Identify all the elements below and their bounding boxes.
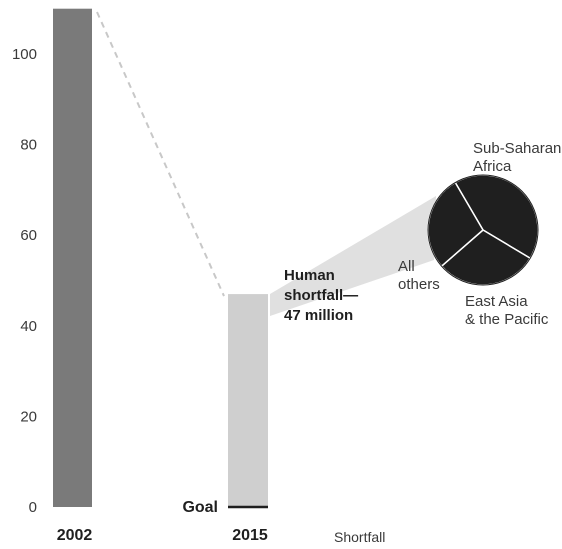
y-tick-label: 20 xyxy=(20,408,37,425)
y-tick-label: 60 xyxy=(20,227,37,244)
pie-label-all-others-2: others xyxy=(398,276,440,293)
shortfall-footer-label: Shortfall xyxy=(334,529,385,545)
y-axis: 0 20 40 60 80 100 xyxy=(12,46,37,516)
x-tick-label-2002: 2002 xyxy=(57,527,93,544)
y-tick-label: 100 xyxy=(12,46,37,63)
pie-label-sub-saharan-2: Africa xyxy=(473,158,512,175)
bar-series xyxy=(53,8,268,507)
shortfall-annotation-line-2: shortfall— xyxy=(284,287,358,304)
goal-label: Goal xyxy=(182,499,218,516)
callout-wedge xyxy=(270,196,436,316)
x-axis-labels: 2002 2015 xyxy=(57,527,268,544)
connector-dashed-line xyxy=(96,11,225,297)
shortfall-annotation-line-3: 47 million xyxy=(284,307,353,324)
bar-2015 xyxy=(228,294,268,507)
y-tick-label: 0 xyxy=(29,499,37,516)
pie-label-sub-saharan-1: Sub-Saharan xyxy=(473,140,561,157)
pie-label-east-asia-1: East Asia xyxy=(465,293,528,310)
pie-label-all-others-1: All xyxy=(398,258,415,275)
y-tick-label: 40 xyxy=(20,318,37,335)
shortfall-annotation-line-1: Human xyxy=(284,267,335,284)
pie-label-east-asia-2: & the Pacific xyxy=(465,311,549,328)
y-tick-label: 80 xyxy=(20,137,37,154)
bar-2002 xyxy=(53,8,92,507)
x-tick-label-2015: 2015 xyxy=(232,527,268,544)
pie-chart xyxy=(427,174,539,286)
pie-outline xyxy=(427,174,539,286)
